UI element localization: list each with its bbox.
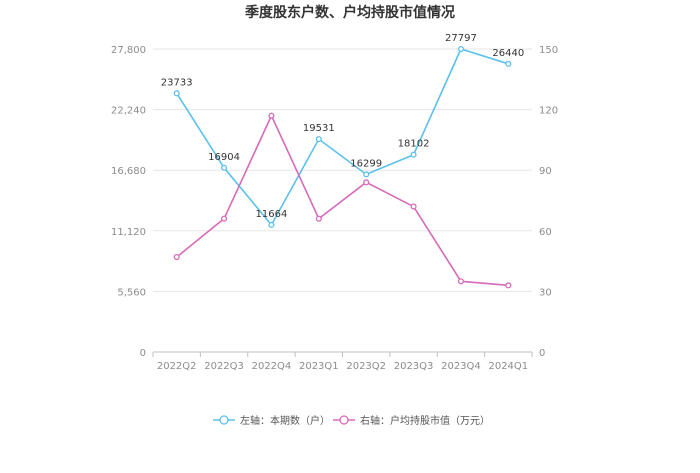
y-left-tick-label: 27,800 xyxy=(111,45,146,56)
data-labels: 23733 16904 11664 19531 16299 18102 27797 26440 xyxy=(161,33,524,220)
data-label: 18102 xyxy=(398,139,430,150)
data-label: 27797 xyxy=(445,33,477,44)
y-left-tick-label: 16,680 xyxy=(111,166,146,177)
households-line xyxy=(176,48,509,227)
legend-marker xyxy=(219,415,229,425)
avg-holding-value-point xyxy=(457,278,464,285)
x-tick-label: 2023Q1 xyxy=(299,361,339,372)
y-left-tick-label: 22,240 xyxy=(111,106,146,117)
grid-lines xyxy=(153,48,532,292)
x-tick-label: 2023Q4 xyxy=(441,361,481,372)
axes: 0 0 5,560 30 11,120 60 16,680 90 22,240 120 27,800… xyxy=(111,45,558,372)
x-tick-label: 2023Q2 xyxy=(346,361,386,372)
avg-holding-value-point xyxy=(363,179,370,186)
legend-marker xyxy=(339,415,349,425)
data-label: 16904 xyxy=(208,152,240,163)
households-point xyxy=(315,136,322,143)
x-tick-label: 2022Q4 xyxy=(252,361,292,372)
x-tick-label: 2024Q1 xyxy=(488,361,528,372)
avg-holding-value-point xyxy=(505,282,512,289)
y-right-tick-label: 120 xyxy=(539,106,558,117)
series-group xyxy=(173,45,512,289)
avg-holding-value-line xyxy=(176,113,509,287)
legend-label: 右轴：户均持股市值（万元） xyxy=(360,414,490,427)
legend-item-households: 左轴：本期数（户） xyxy=(213,414,330,427)
y-right-tick-label: 60 xyxy=(539,227,552,238)
avg-holding-value-point xyxy=(410,203,417,210)
data-label: 26440 xyxy=(492,48,524,59)
households-point xyxy=(505,60,512,67)
y-left-tick-label: 0 xyxy=(140,348,146,359)
households-point xyxy=(363,171,370,178)
households-point xyxy=(268,221,275,228)
legend-label: 左轴：本期数（户） xyxy=(240,414,330,427)
y-right-tick-label: 0 xyxy=(539,348,545,359)
y-right-tick-label: 30 xyxy=(539,287,552,298)
data-label: 16299 xyxy=(350,158,382,169)
avg-holding-value-point xyxy=(315,215,322,222)
households-point xyxy=(410,151,417,158)
households-point xyxy=(173,90,180,97)
households-point xyxy=(221,164,228,171)
chart-title: 季度股东户数、户均持股市值情况 xyxy=(244,4,455,21)
y-right-tick-label: 90 xyxy=(539,166,552,177)
data-label: 19531 xyxy=(303,123,335,134)
y-right-tick-label: 150 xyxy=(539,45,558,56)
legend-item-avg-holding-value: 右轴：户均持股市值（万元） xyxy=(333,414,490,427)
x-tick-label: 2022Q2 xyxy=(157,361,197,372)
data-label: 23733 xyxy=(161,77,193,88)
avg-holding-value-point xyxy=(221,215,228,222)
x-tick-label: 2023Q3 xyxy=(394,361,434,372)
households-point xyxy=(457,45,464,53)
y-left-tick-label: 11,120 xyxy=(111,227,146,238)
avg-holding-value-point xyxy=(173,254,180,261)
avg-holding-value-point xyxy=(268,112,275,119)
y-left-tick-label: 5,560 xyxy=(117,287,146,298)
legend: 左轴：本期数（户） 右轴：户均持股市值（万元） xyxy=(213,414,490,427)
data-label: 11664 xyxy=(256,209,288,220)
x-tick-label: 2022Q3 xyxy=(204,361,244,372)
